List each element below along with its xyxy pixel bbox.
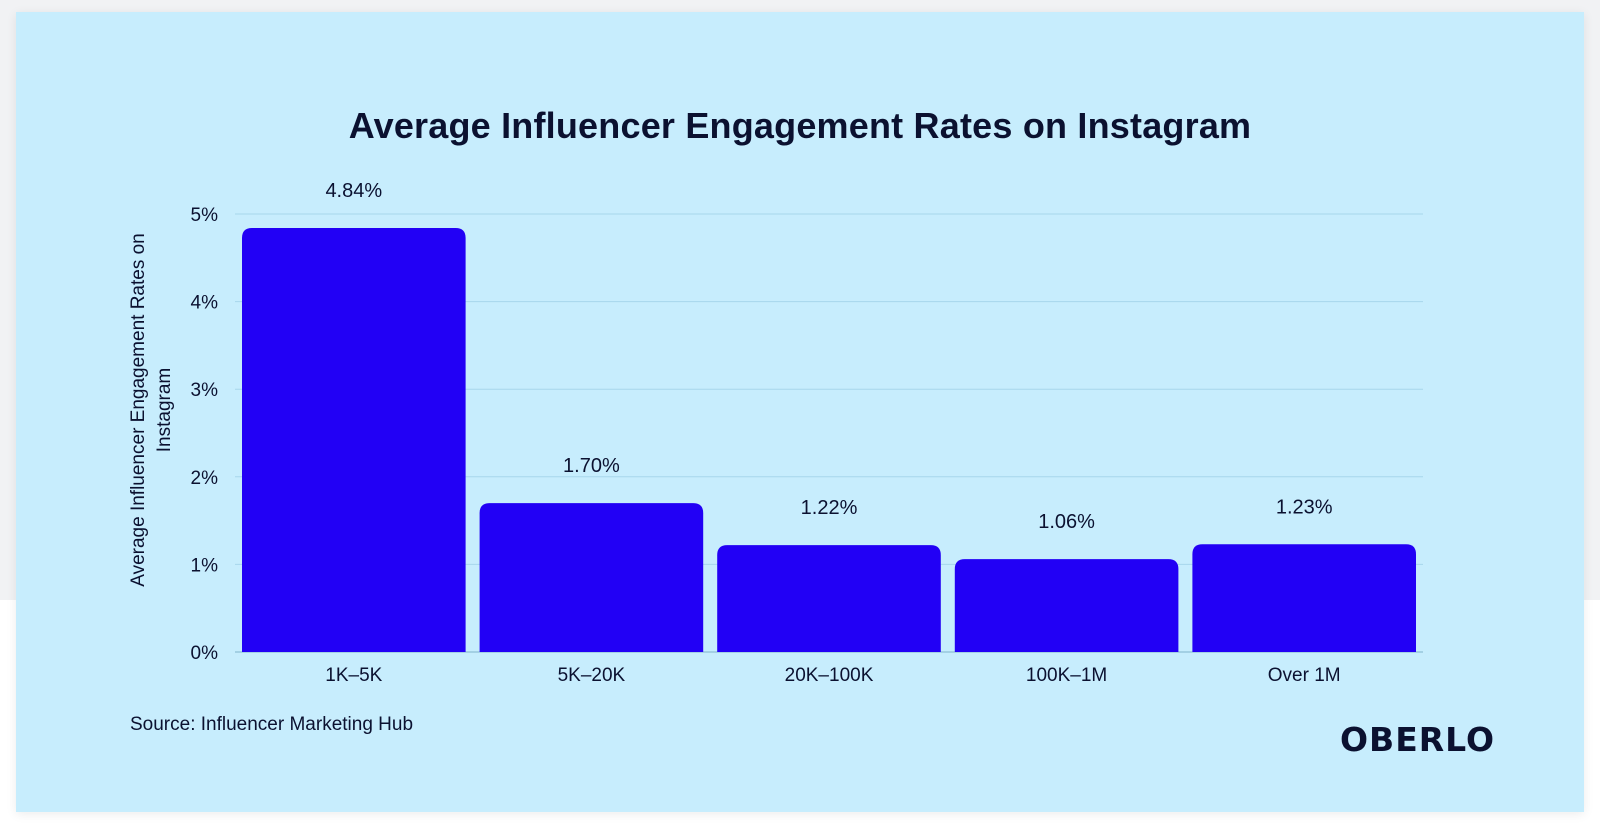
data-label: 4.84% bbox=[325, 180, 382, 202]
y-tick-label: 0% bbox=[191, 643, 219, 664]
data-labels: 4.84% 1.70% 1.22% 1.06% 1.23% bbox=[325, 180, 1332, 533]
y-tick-label: 2% bbox=[191, 468, 219, 489]
x-tick-label: Over 1M bbox=[1268, 665, 1341, 686]
x-tick-label: 5K–20K bbox=[558, 665, 626, 686]
data-label: 1.70% bbox=[563, 455, 620, 477]
y-tick-labels: 0% 1% 2% 3% 4% 5% bbox=[191, 205, 219, 664]
y-tick-label: 1% bbox=[191, 555, 219, 576]
bar bbox=[717, 545, 941, 652]
data-label: 1.22% bbox=[801, 497, 858, 519]
data-label: 1.23% bbox=[1276, 496, 1333, 518]
x-tick-labels: 1K–5K 5K–20K 20K–100K 100K–1M Over 1M bbox=[325, 665, 1340, 686]
bar bbox=[1192, 544, 1416, 652]
bar bbox=[479, 503, 704, 652]
chart-card: Average Influencer Engagement Rates on I… bbox=[16, 12, 1584, 812]
x-tick-label: 1K–5K bbox=[325, 665, 382, 686]
source-note: Source: Influencer Marketing Hub bbox=[130, 714, 414, 735]
bar bbox=[242, 228, 466, 653]
bars bbox=[242, 228, 1416, 653]
x-tick-label: 20K–100K bbox=[785, 665, 874, 686]
chart-title: Average Influencer Engagement Rates on I… bbox=[348, 105, 1252, 146]
bar bbox=[954, 559, 1179, 652]
bar-chart: 0% 1% 2% 3% 4% 5% 4.84% 1.70% 1.22% 1.06% 1.23% 1… bbox=[191, 180, 1423, 686]
x-tick-label: 100K–1M bbox=[1026, 665, 1107, 686]
data-label: 1.06% bbox=[1038, 511, 1095, 533]
y-tick-label: 3% bbox=[191, 380, 219, 401]
y-tick-label: 4% bbox=[191, 293, 219, 314]
oberlo-logo: OBERLO bbox=[1340, 720, 1496, 759]
y-tick-label: 5% bbox=[191, 205, 219, 226]
